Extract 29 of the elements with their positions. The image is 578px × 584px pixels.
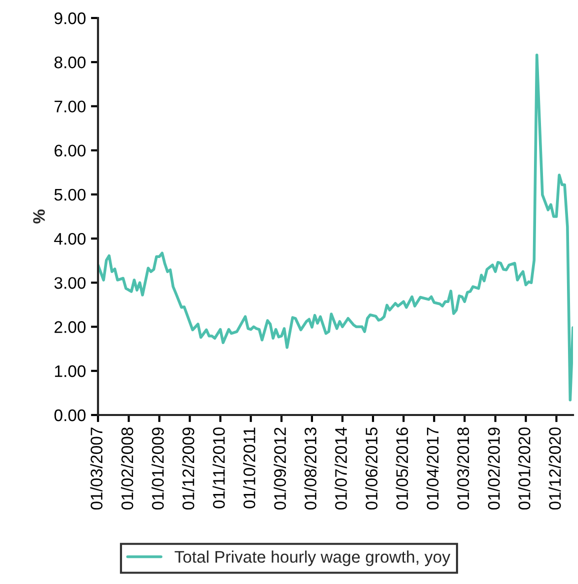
x-tick-label: 01/04/2017 xyxy=(426,428,439,510)
y-tick-label: 9.00 xyxy=(54,12,86,24)
y-tick-label: 7.00 xyxy=(54,100,86,112)
y-tick-label: 2.00 xyxy=(54,321,86,333)
x-tick-label: 01/12/2009 xyxy=(182,428,194,510)
x-tick-label: 01/01/2009 xyxy=(152,428,164,510)
y-tick-label: 3.00 xyxy=(54,277,86,289)
x-tick-label: 01/08/2013 xyxy=(304,428,316,510)
x-tick-label: 01/05/2016 xyxy=(396,428,408,510)
y-tick-label: 1.00 xyxy=(55,365,86,378)
y-tick-label: 5.00 xyxy=(54,188,86,201)
x-tick-label: 01/10/2011 xyxy=(243,428,256,508)
x-tick-label: 01/03/2007 xyxy=(90,428,102,510)
y-tick-label: 6.00 xyxy=(54,144,86,157)
x-tick-label: 01/02/2019 xyxy=(488,428,500,510)
y-tick-label: 0.00 xyxy=(54,409,86,422)
x-tick-label: 01/11/2010 xyxy=(212,427,225,508)
x-tick-label: 01/12/2020 xyxy=(548,427,561,510)
legend-label: Total Private hourly wage growth, yoy xyxy=(174,550,450,566)
x-tick-label: 01/03/2018 xyxy=(456,428,470,510)
y-axis-title: % xyxy=(33,210,45,224)
x-tick-label: 01/09/2012 xyxy=(274,428,286,510)
line-series xyxy=(98,54,573,402)
y-tick-label: 8.00 xyxy=(54,56,86,68)
y-tick-label: 4.00 xyxy=(54,232,86,245)
x-tick-label: 01/06/2015 xyxy=(365,427,378,510)
x-tick-label: 01/01/2020 xyxy=(518,427,530,510)
x-tick-label: 01/02/2008 xyxy=(120,428,134,510)
x-tick-label: 01/07/2014 xyxy=(334,427,347,510)
